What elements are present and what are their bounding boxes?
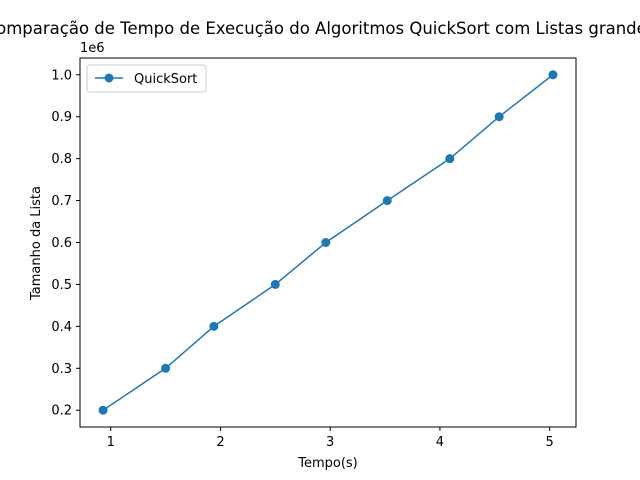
x-tick-label: 5 <box>546 435 554 450</box>
axes-frame <box>79 57 577 428</box>
x-axis-label: Tempo(s) <box>297 456 358 471</box>
y-tick-label: 0.3 <box>51 362 72 377</box>
data-point <box>209 321 219 331</box>
y-tick-label: 0.2 <box>51 404 72 419</box>
y-tick-label: 0.4 <box>51 320 72 335</box>
data-point <box>445 154 455 164</box>
y-tick-label: 0.7 <box>51 194 72 209</box>
data-point <box>161 363 171 373</box>
y-tick-label: 0.8 <box>51 152 72 167</box>
legend-entry-quicksort: QuickSort <box>134 72 197 87</box>
y-axis-label: Tamanho da Lista <box>29 186 44 301</box>
legend: QuickSort <box>86 64 207 93</box>
chart-title: Comparação de Tempo de Execução do Algor… <box>0 19 640 38</box>
data-point <box>270 279 280 289</box>
y-tick-label: 1.0 <box>51 68 72 83</box>
data-point <box>321 238 331 247</box>
x-tick-label: 4 <box>436 435 444 450</box>
legend-marker-swatch <box>104 73 114 83</box>
x-tick-label: 3 <box>326 435 334 450</box>
plot-area: 1 2 3 4 5 0.2 0.3 0.4 0.5 0.6 0.7 0.8 0.9 1.0 <box>51 68 558 450</box>
data-point <box>98 405 108 415</box>
y-tick-label: 0.6 <box>51 236 72 251</box>
legend-box <box>86 64 207 93</box>
data-point <box>548 70 558 80</box>
x-tick-label: 2 <box>216 435 224 450</box>
x-tick-label: 1 <box>107 435 115 450</box>
data-point <box>382 196 392 206</box>
data-point <box>494 112 504 122</box>
y-tick-label: 0.9 <box>51 110 72 125</box>
y-axis-offset-label: 1e6 <box>80 41 105 56</box>
y-tick-label: 0.5 <box>51 278 72 293</box>
